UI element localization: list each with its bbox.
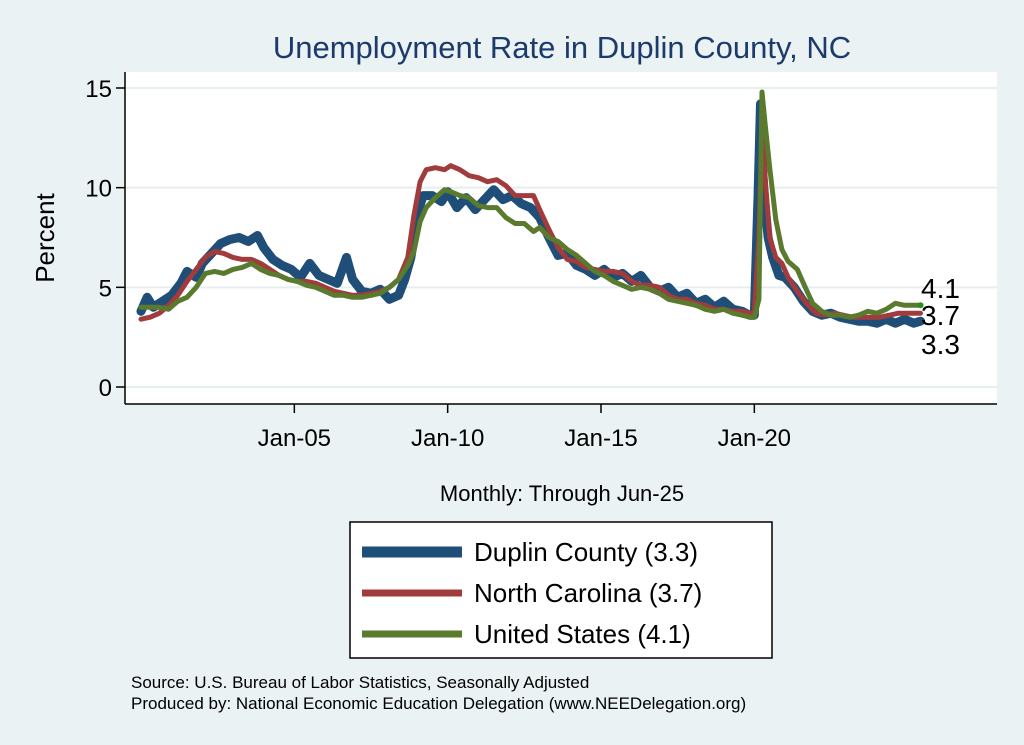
y-tick-label-10: 10 bbox=[85, 176, 112, 203]
y-axis-label: Percent bbox=[30, 192, 60, 282]
legend-label-1: North Carolina (3.7) bbox=[474, 578, 702, 608]
us-end-point bbox=[917, 302, 924, 309]
plot-area bbox=[125, 72, 997, 404]
x-tick-label-0: Jan-05 bbox=[258, 425, 331, 452]
source-line-1: Source: U.S. Bureau of Labor Statistics,… bbox=[131, 673, 589, 692]
legend: Duplin County (3.3) North Carolina (3.7) U… bbox=[349, 521, 773, 659]
end-labels: 4.13.73.3 bbox=[921, 273, 960, 360]
series-lines bbox=[136, 89, 925, 328]
x-axis-label: Monthly: Through Jun-25 bbox=[440, 481, 684, 506]
x-tick-label-1: Jan-10 bbox=[411, 425, 484, 452]
y-tick-label-15: 15 bbox=[85, 76, 112, 103]
end-label-duplin-county: 3.3 bbox=[921, 329, 960, 360]
gridlines bbox=[125, 87, 997, 388]
y-tick-label-5: 5 bbox=[99, 275, 112, 302]
x-tick-label-2: Jan-15 bbox=[564, 425, 637, 452]
y-tick-label-0: 0 bbox=[99, 375, 112, 402]
series-line-duplin-county bbox=[136, 99, 925, 328]
end-label-north-carolina: 3.7 bbox=[921, 300, 960, 331]
series-line-united-states bbox=[138, 89, 923, 320]
legend-label-2: United States (4.1) bbox=[474, 619, 691, 649]
legend-label-0: Duplin County (3.3) bbox=[474, 537, 698, 567]
x-tick-label-3: Jan-20 bbox=[718, 425, 791, 452]
end-label-united-states: 4.1 bbox=[921, 273, 960, 304]
source-line-2: Produced by: National Economic Education… bbox=[131, 694, 746, 713]
axes: 0 5 10 15 Jan-05 Jan-10 Jan-15 Jan-20 bbox=[85, 72, 997, 452]
chart-title: Unemployment Rate in Duplin County, NC bbox=[273, 30, 851, 65]
